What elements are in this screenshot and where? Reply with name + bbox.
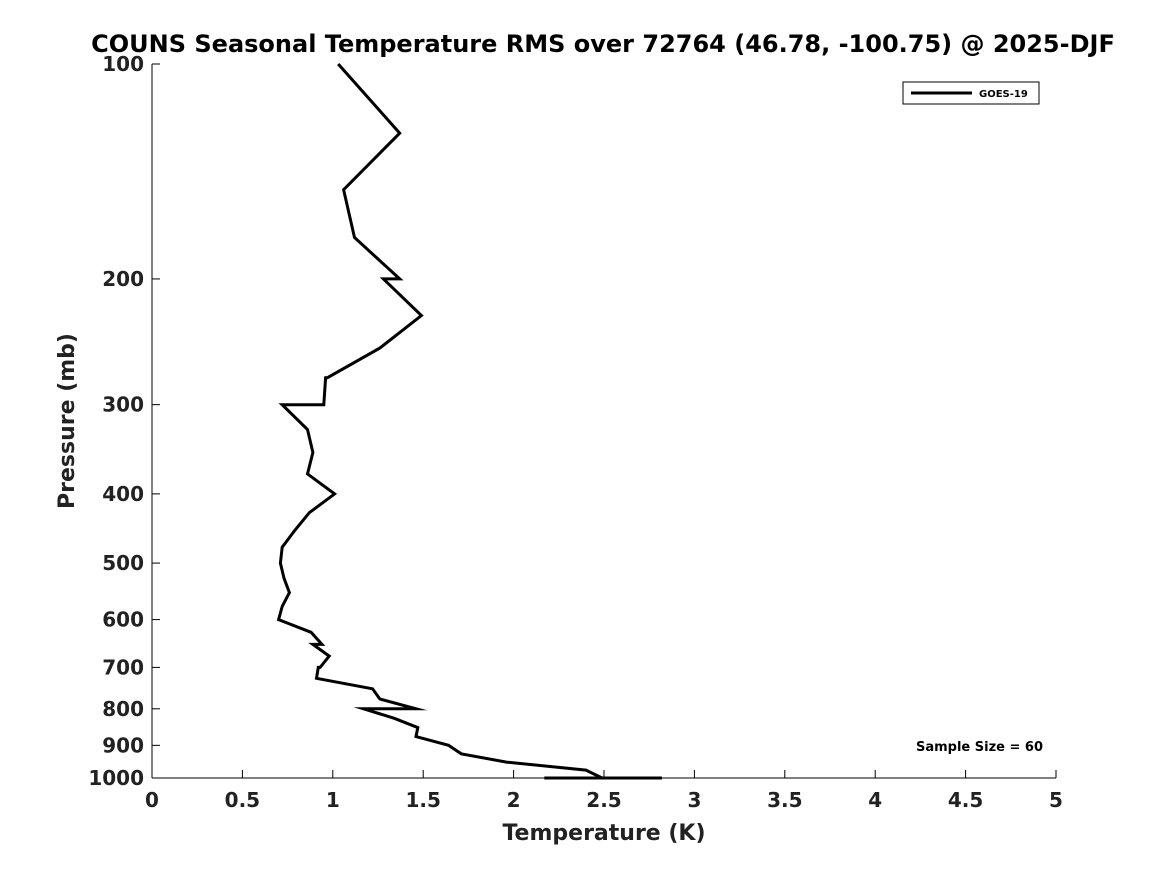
series-line-goes-19 bbox=[276, 63, 662, 780]
x-tick-label: 0.5 bbox=[225, 788, 260, 812]
chart-title: COUNS Seasonal Temperature RMS over 7276… bbox=[91, 30, 1115, 58]
y-tick-label: 100 bbox=[102, 52, 144, 76]
legend: GOES-19 bbox=[902, 81, 1040, 105]
y-tick-label: 200 bbox=[102, 267, 144, 291]
y-tick-label: 1000 bbox=[88, 766, 144, 790]
y-tick-label: 600 bbox=[102, 608, 144, 632]
y-tick-label: 500 bbox=[102, 551, 144, 575]
y-axis-label: Pressure (mb) bbox=[55, 333, 80, 509]
series-layer bbox=[276, 63, 662, 780]
x-tick-label: 3 bbox=[687, 788, 701, 812]
x-tick-label: 5 bbox=[1049, 788, 1063, 812]
x-tick-label: 4.5 bbox=[948, 788, 983, 812]
x-tick-label: 1.5 bbox=[405, 788, 440, 812]
y-tick-label: 700 bbox=[102, 655, 144, 679]
x-tick-label: 4 bbox=[868, 788, 882, 812]
sample-size-annotation: Sample Size = 60 bbox=[916, 740, 1043, 755]
legend-label-goes-19: GOES-19 bbox=[979, 89, 1028, 100]
y-tick-label: 400 bbox=[102, 482, 144, 506]
axes-layer: 0 0.5 1 1.5 2 2.5 3 3.5 4 4.5 5 100 200 300 400 500 600 7… bbox=[88, 52, 1063, 812]
x-tick-label: 2.5 bbox=[586, 788, 621, 812]
x-tick-label: 3.5 bbox=[767, 788, 802, 812]
y-tick-label: 800 bbox=[102, 697, 144, 721]
x-tick-label: 2 bbox=[507, 788, 521, 812]
y-tick-label: 900 bbox=[102, 733, 144, 757]
x-axis-label: Temperature (K) bbox=[502, 821, 705, 846]
x-tick-label: 1 bbox=[326, 788, 340, 812]
y-tick-label: 300 bbox=[102, 393, 144, 417]
x-tick-label: 0 bbox=[145, 788, 159, 812]
